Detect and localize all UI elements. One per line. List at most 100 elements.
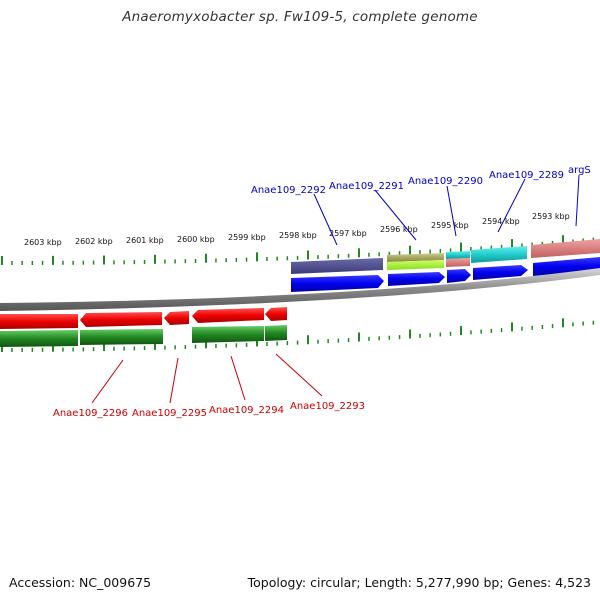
minor-tick bbox=[317, 255, 319, 260]
minor-tick bbox=[174, 345, 176, 350]
scale-label: 2603 kbp bbox=[24, 238, 62, 247]
minor-tick bbox=[449, 248, 452, 253]
gene-label: Anae109_2293 bbox=[290, 401, 365, 412]
minor-tick bbox=[337, 338, 340, 343]
major-tick bbox=[52, 342, 54, 352]
minor-tick bbox=[490, 245, 493, 250]
minor-tick bbox=[541, 241, 544, 246]
feature-track-upper bbox=[291, 239, 600, 274]
minor-tick bbox=[31, 261, 34, 265]
minor-tick bbox=[11, 348, 13, 352]
genome-summary-label: Topology: circular; Length: 5,277,990 bp… bbox=[247, 575, 591, 590]
minor-tick bbox=[551, 324, 554, 329]
minor-tick bbox=[41, 260, 44, 265]
minor-tick bbox=[378, 252, 380, 257]
minor-tick bbox=[235, 257, 238, 262]
minor-tick bbox=[11, 261, 13, 265]
major-tick bbox=[256, 337, 258, 347]
minor-tick bbox=[388, 251, 391, 256]
minor-tick bbox=[327, 339, 329, 344]
feature-bar bbox=[265, 325, 287, 341]
minor-tick bbox=[266, 257, 268, 261]
cds-arrow-forward bbox=[291, 275, 384, 292]
minor-tick bbox=[347, 338, 350, 343]
minor-tick bbox=[296, 340, 299, 345]
minor-tick bbox=[225, 343, 227, 348]
scale-labels: 2603 kbp 2602 kbp 2601 kbp 2600 kbp 2599… bbox=[24, 212, 570, 247]
minor-tick bbox=[500, 244, 503, 249]
feature-bar bbox=[387, 260, 444, 270]
major-tick bbox=[1, 343, 3, 352]
major-tick bbox=[511, 239, 513, 249]
major-tick bbox=[205, 339, 207, 349]
cds-arrow-forward bbox=[473, 265, 528, 280]
minor-tick bbox=[541, 325, 544, 329]
minor-tick bbox=[439, 248, 442, 253]
minor-tick bbox=[245, 342, 248, 347]
cds-arrow-forward bbox=[388, 272, 445, 286]
minor-tick bbox=[572, 322, 574, 327]
cds-arrow-forward bbox=[447, 269, 471, 283]
major-tick bbox=[1, 256, 3, 265]
minor-tick bbox=[21, 261, 23, 265]
feature-bar bbox=[192, 326, 264, 343]
major-tick bbox=[205, 253, 207, 263]
scale-label: 2595 kbp bbox=[431, 221, 469, 230]
minor-tick bbox=[378, 336, 380, 341]
gene-label: Anae109_2295 bbox=[132, 408, 207, 419]
leader-line bbox=[275, 353, 323, 397]
minor-tick bbox=[225, 258, 227, 263]
minor-tick bbox=[21, 348, 23, 352]
feature-bar bbox=[471, 246, 527, 263]
map-title: Anaeromyxobacter sp. Fw109-5, complete g… bbox=[122, 9, 478, 25]
genome-backbone bbox=[0, 268, 600, 311]
leader-line bbox=[374, 189, 417, 241]
major-tick bbox=[562, 318, 564, 328]
major-tick bbox=[52, 255, 54, 265]
scale-label: 2593 kbp bbox=[532, 212, 570, 221]
major-tick bbox=[409, 329, 411, 339]
feature-track-lower bbox=[0, 325, 287, 347]
minor-tick bbox=[113, 346, 115, 351]
minor-tick bbox=[143, 346, 146, 351]
scale-label: 2597 kbp bbox=[329, 229, 367, 238]
feature-bar bbox=[531, 239, 600, 258]
major-tick bbox=[256, 252, 258, 262]
leader-line bbox=[313, 193, 338, 246]
minor-tick bbox=[531, 325, 533, 330]
minor-tick bbox=[470, 330, 472, 335]
minor-tick bbox=[62, 347, 64, 352]
minor-tick bbox=[531, 242, 533, 247]
minor-tick bbox=[582, 321, 584, 326]
minor-tick bbox=[490, 328, 493, 333]
leader-lines bbox=[91, 174, 580, 404]
minor-tick bbox=[82, 260, 85, 265]
minor-tick bbox=[388, 335, 391, 340]
minor-tick bbox=[317, 339, 319, 344]
minor-tick bbox=[296, 255, 299, 260]
minor-tick bbox=[480, 329, 482, 334]
forward-cds-track bbox=[291, 257, 600, 292]
gene-label: Anae109_2290 bbox=[408, 176, 483, 187]
major-tick bbox=[154, 340, 156, 350]
feature-bar bbox=[446, 251, 470, 259]
major-tick bbox=[103, 255, 105, 265]
minor-tick bbox=[398, 335, 401, 340]
major-tick bbox=[562, 235, 564, 245]
cds-arrow-reverse bbox=[192, 308, 264, 323]
scale-label: 2594 kbp bbox=[482, 217, 520, 226]
major-tick bbox=[154, 254, 156, 264]
scale-label: 2602 kbp bbox=[75, 237, 113, 246]
leader-line bbox=[91, 359, 124, 404]
cds-arrow-reverse bbox=[80, 312, 162, 327]
leader-line bbox=[497, 178, 526, 233]
minor-tick bbox=[286, 256, 289, 261]
minor-tick bbox=[123, 260, 125, 265]
minor-tick bbox=[266, 342, 268, 346]
cds-arrow-reverse bbox=[0, 314, 78, 329]
feature-bar bbox=[387, 253, 444, 262]
gene-label: Anae109_2294 bbox=[209, 405, 284, 416]
scale-label: 2596 kbp bbox=[380, 225, 418, 234]
gene-labels-forward: Anae109_2292 Anae109_2291 Anae109_2290 A… bbox=[251, 165, 591, 196]
minor-tick bbox=[480, 246, 482, 251]
